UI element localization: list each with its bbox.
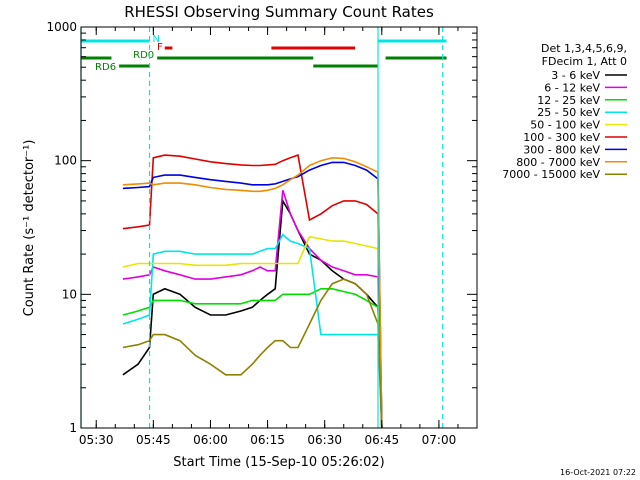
legend-label: 7000 - 15000 keV	[502, 168, 600, 181]
x-tick-label: 06:15	[250, 433, 285, 447]
legend-header: FDecim 1, Att 0	[542, 55, 627, 68]
y-tick-label: 1	[69, 421, 77, 435]
series-layer	[122, 154, 383, 428]
legend-label: 800 - 7000 keV	[516, 156, 600, 169]
legend-label: 50 - 100 keV	[530, 119, 600, 132]
x-tick-label: 06:30	[307, 433, 342, 447]
y-tick-label: 10	[62, 287, 77, 301]
series-line-6-12-kev	[122, 190, 383, 428]
y-tick-label: 100	[54, 154, 77, 168]
y-tick-label: 1000	[46, 20, 77, 34]
x-tick-label: 06:00	[193, 433, 228, 447]
x-tick-label: 05:30	[79, 433, 114, 447]
series-line-3-6-kev	[122, 198, 383, 428]
y-axis-title: Count Rate (s⁻¹ detector⁻¹)	[22, 140, 37, 317]
axes: 1 10 100 1000 05:30 05:45 06:00 06:15 06:30 06:45…	[46, 20, 478, 447]
x-tick-label: 05:45	[136, 433, 171, 447]
footer-date: 16-Oct-2021 07:22	[560, 468, 636, 477]
legend-label: 6 - 12 keV	[544, 81, 600, 94]
legend-label: 25 - 50 keV	[537, 106, 600, 119]
x-tick-label: 06:45	[365, 433, 400, 447]
legend-label: 3 - 6 keV	[551, 69, 600, 82]
series-line-12-25-kev	[122, 287, 383, 428]
legend: Det 1,3,4,5,6,9,FDecim 1, Att 03 - 6 keV…	[502, 42, 627, 181]
series-line-7000-15000-kev	[122, 278, 383, 428]
legend-label: 100 - 300 keV	[523, 131, 600, 144]
series-line-800-7000-kev	[122, 156, 383, 428]
x-axis-title: Start Time (15-Sep-10 05:26:02)	[173, 455, 384, 470]
plot-frame	[80, 26, 478, 429]
series-line-100-300-kev	[122, 154, 383, 428]
series-line-300-800-kev	[122, 161, 383, 428]
legend-header: Det 1,3,4,5,6,9,	[541, 42, 627, 55]
state-bar-label: F	[157, 42, 163, 53]
legend-label: 300 - 800 keV	[523, 143, 600, 156]
chart-title: RHESSI Observing Summary Count Rates	[124, 3, 434, 21]
state-bar-label: RD6	[95, 62, 116, 73]
legend-label: 12 - 25 keV	[537, 94, 600, 107]
series-line-25-50-kev	[122, 233, 383, 428]
x-tick-label: 07:00	[422, 433, 457, 447]
state-bar-label: RD0	[133, 50, 154, 61]
state-bar-label: N	[153, 34, 160, 45]
series-line-50-100-kev	[122, 235, 383, 428]
